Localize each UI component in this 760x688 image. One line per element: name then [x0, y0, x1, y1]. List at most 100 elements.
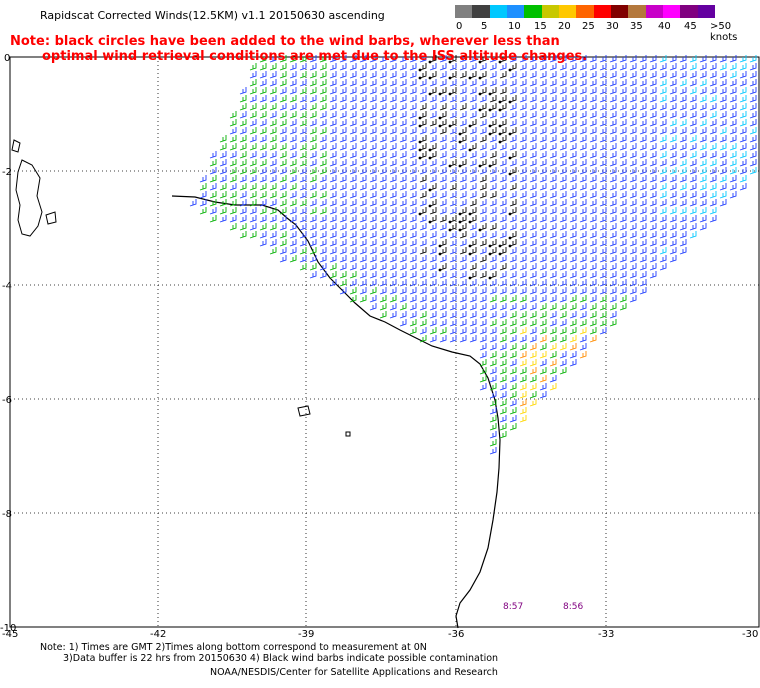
wind-barb: [599, 311, 607, 319]
wind-barb: [599, 71, 607, 79]
wind-barb: [449, 63, 457, 71]
wind-barb: [409, 231, 417, 239]
wind-barb: [309, 239, 317, 247]
wind-barb: [539, 263, 547, 271]
wind-barb: [679, 55, 687, 63]
wind-barb: [579, 111, 587, 119]
wind-barb: [669, 255, 677, 263]
wind-barb: [349, 199, 357, 207]
wind-barb: [319, 263, 327, 271]
wind-barb: [629, 87, 637, 95]
wind-barb: [539, 271, 547, 279]
wind-barb: [619, 263, 627, 271]
wind-barb: [449, 303, 457, 311]
wind-barb: [439, 311, 447, 319]
wind-barb: [469, 63, 477, 71]
wind-barb: [509, 183, 517, 191]
wind-barb: [359, 279, 367, 287]
wind-barb: [439, 151, 447, 159]
wind-barb: [529, 383, 537, 391]
wind-barb: [669, 71, 677, 79]
wind-barb: [659, 183, 667, 191]
wind-barb: [489, 271, 497, 279]
wind-barb: [589, 327, 597, 335]
wind-barb: [539, 327, 547, 335]
wind-barb: [369, 71, 377, 79]
wind-barb: [469, 335, 477, 343]
wind-barb: [529, 367, 537, 375]
wind-barb: [679, 207, 687, 215]
wind-barb: [749, 167, 757, 175]
wind-barb: [309, 255, 317, 263]
wind-barb: [679, 167, 687, 175]
wind-barb: [609, 231, 617, 239]
wind-barb: [529, 183, 537, 191]
wind-barb: [259, 55, 267, 63]
wind-barb: [409, 255, 417, 263]
wind-barb: [349, 111, 357, 119]
wind-barb: [479, 71, 487, 79]
wind-barb: [539, 143, 547, 151]
wind-barb: [509, 111, 517, 119]
wind-barb: [439, 95, 447, 103]
quality-flag-dot: [458, 220, 462, 224]
wind-barb: [449, 295, 457, 303]
wind-barb: [529, 303, 537, 311]
wind-barb: [429, 295, 437, 303]
wind-barb: [669, 63, 677, 71]
footer-credit: NOAA/NESDIS/Center for Satellite Applica…: [210, 667, 498, 678]
wind-barb: [669, 231, 677, 239]
wind-barb: [529, 335, 537, 343]
wind-barb: [519, 79, 527, 87]
wind-barb: [639, 87, 647, 95]
wind-barb: [479, 183, 487, 191]
wind-barb: [389, 87, 397, 95]
wind-barb: [589, 119, 597, 127]
wind-barb: [499, 183, 507, 191]
wind-barb: [599, 223, 607, 231]
note-line-2: optimal wind retrieval conditions are me…: [42, 49, 588, 64]
wind-barb: [439, 87, 447, 95]
wind-barb: [559, 71, 567, 79]
wind-barb: [359, 167, 367, 175]
wind-barb: [559, 95, 567, 103]
wind-barb: [429, 71, 437, 79]
wind-barb: [489, 191, 497, 199]
wind-barb: [199, 175, 207, 183]
wind-barb: [539, 55, 547, 63]
wind-barb: [449, 255, 457, 263]
wind-barb: [579, 167, 587, 175]
wind-barb: [269, 239, 277, 247]
wind-barb: [549, 79, 557, 87]
wind-barb: [529, 119, 537, 127]
wind-barb: [379, 295, 387, 303]
wind-barb: [359, 215, 367, 223]
wind-barb: [209, 175, 217, 183]
wind-barb: [239, 111, 247, 119]
wind-barb: [329, 119, 337, 127]
wind-barb: [589, 199, 597, 207]
wind-barb: [389, 191, 397, 199]
wind-barb: [359, 159, 367, 167]
wind-barb: [459, 279, 467, 287]
wind-barb: [279, 215, 287, 223]
wind-barb: [569, 287, 577, 295]
wind-barb: [339, 247, 347, 255]
wind-barb: [359, 127, 367, 135]
wind-barb: [439, 231, 447, 239]
quality-flag-dot: [418, 140, 422, 144]
quality-flag-dot: [488, 252, 492, 256]
wind-barb: [269, 63, 277, 71]
wind-barb: [569, 263, 577, 271]
wind-barb: [359, 191, 367, 199]
wind-barb: [629, 127, 637, 135]
wind-barb: [619, 159, 627, 167]
wind-barb: [639, 159, 647, 167]
wind-barb: [739, 111, 747, 119]
wind-barb: [499, 335, 507, 343]
wind-barb: [579, 295, 587, 303]
wind-barb: [519, 287, 527, 295]
wind-barb: [249, 151, 257, 159]
wind-barb: [749, 159, 757, 167]
